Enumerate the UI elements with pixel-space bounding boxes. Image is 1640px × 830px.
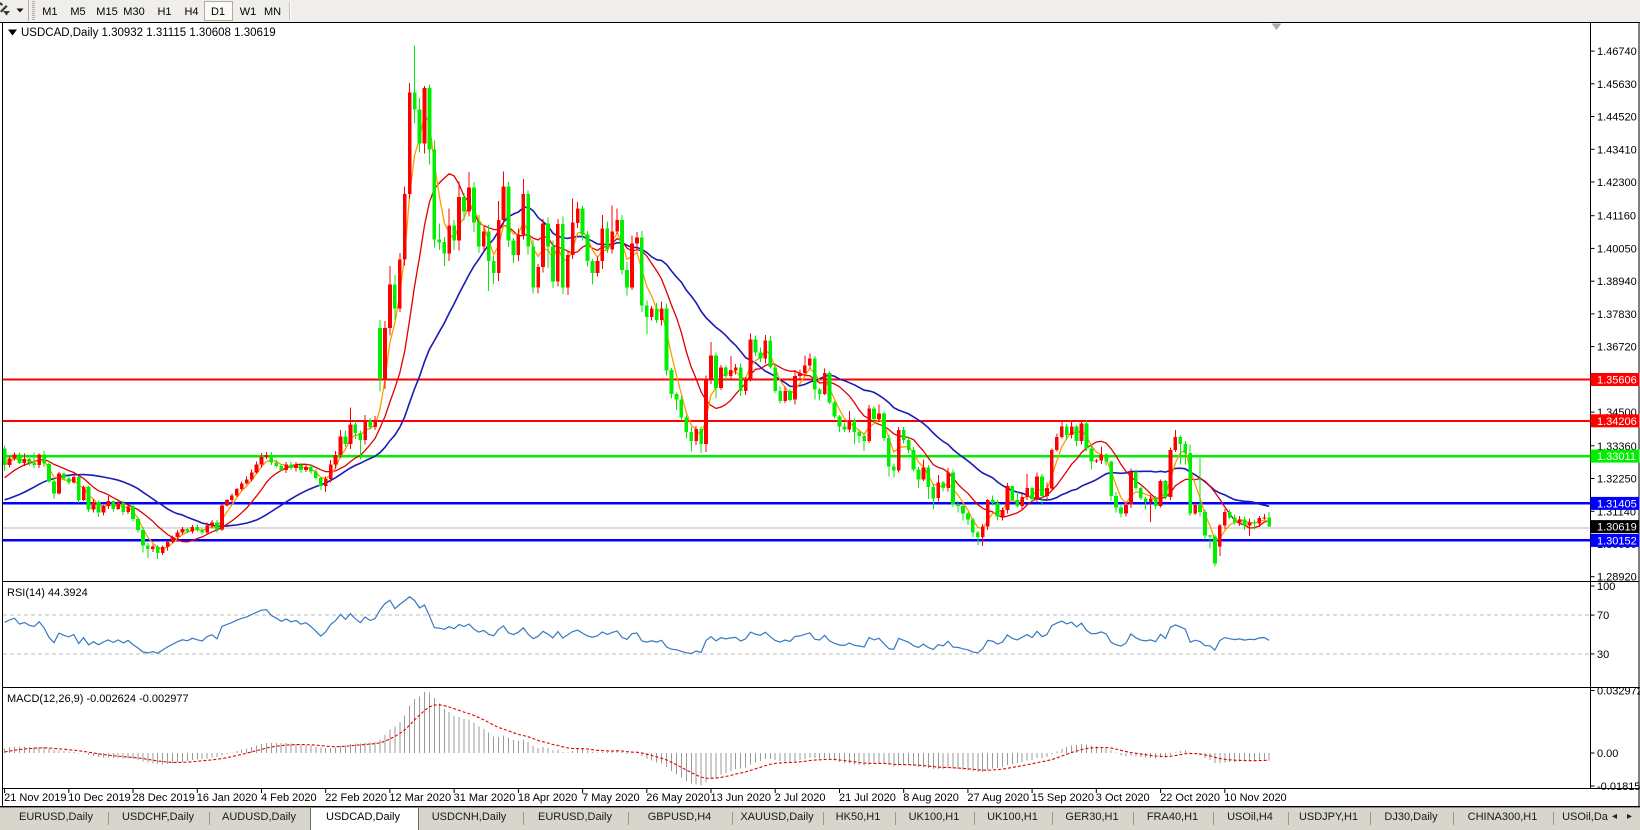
svg-text:10 Nov 2020: 10 Nov 2020 <box>1224 792 1286 804</box>
svg-text:H1: H1 <box>157 6 171 18</box>
svg-text:100: 100 <box>1597 581 1615 593</box>
svg-text:1.32250: 1.32250 <box>1597 474 1637 486</box>
svg-text:4 Feb 2020: 4 Feb 2020 <box>261 792 317 804</box>
svg-text:22 Feb 2020: 22 Feb 2020 <box>325 792 387 804</box>
svg-text:0.032972: 0.032972 <box>1597 686 1640 698</box>
svg-text:1.41160: 1.41160 <box>1597 211 1636 223</box>
svg-text:8 Aug 2020: 8 Aug 2020 <box>903 792 959 804</box>
svg-text:1.33011: 1.33011 <box>1597 451 1636 463</box>
svg-text:1.30152: 1.30152 <box>1597 535 1637 547</box>
svg-text:22 Oct 2020: 22 Oct 2020 <box>1160 792 1220 804</box>
svg-text:1.34206: 1.34206 <box>1597 416 1637 428</box>
svg-text:1.28920: 1.28920 <box>1597 572 1637 584</box>
svg-text:H4: H4 <box>184 6 198 18</box>
svg-text:1.43410: 1.43410 <box>1597 144 1637 156</box>
svg-text:W1: W1 <box>240 6 257 18</box>
svg-text:70: 70 <box>1597 610 1609 622</box>
svg-text:28 Dec 2019: 28 Dec 2019 <box>133 792 195 804</box>
svg-text:MN: MN <box>264 6 281 18</box>
svg-text:USDCAD,Daily 1.30932 1.31115: USDCAD,Daily 1.30932 1.31115 1.30608 1.3… <box>21 27 276 39</box>
svg-text:7 May 2020: 7 May 2020 <box>582 792 639 804</box>
svg-text:21 Nov 2019: 21 Nov 2019 <box>4 792 66 804</box>
svg-text:MACD(12,26,9) -0.002624 -0.002: MACD(12,26,9) -0.002624 -0.002977 <box>7 693 189 705</box>
svg-text:1.37830: 1.37830 <box>1597 309 1637 321</box>
svg-text:D1: D1 <box>211 6 225 18</box>
svg-text:RSI(14) 44.3924: RSI(14) 44.3924 <box>7 587 88 599</box>
svg-text:3 Oct 2020: 3 Oct 2020 <box>1096 792 1150 804</box>
svg-text:M5: M5 <box>70 6 85 18</box>
svg-text:1.30619: 1.30619 <box>1597 522 1637 534</box>
svg-text:1.36720: 1.36720 <box>1597 342 1637 354</box>
svg-text:16 Jan 2020: 16 Jan 2020 <box>197 792 258 804</box>
svg-text:2 Jul 2020: 2 Jul 2020 <box>775 792 826 804</box>
svg-text:21 Jul 2020: 21 Jul 2020 <box>839 792 896 804</box>
svg-text:M15: M15 <box>96 6 117 18</box>
svg-text:18 Apr 2020: 18 Apr 2020 <box>518 792 577 804</box>
svg-text:1.35606: 1.35606 <box>1597 375 1637 387</box>
svg-text:13 Jun 2020: 13 Jun 2020 <box>711 792 772 804</box>
svg-text:1.42300: 1.42300 <box>1597 177 1637 189</box>
svg-text:1.46740: 1.46740 <box>1597 46 1637 58</box>
svg-text:31 Mar 2020: 31 Mar 2020 <box>454 792 516 804</box>
svg-text:-0.018154: -0.018154 <box>1597 781 1640 793</box>
svg-text:1.38940: 1.38940 <box>1597 276 1637 288</box>
svg-text:1.31405: 1.31405 <box>1597 498 1637 510</box>
svg-text:15 Sep 2020: 15 Sep 2020 <box>1032 792 1094 804</box>
svg-text:27 Aug 2020: 27 Aug 2020 <box>967 792 1029 804</box>
svg-text:1.40050: 1.40050 <box>1597 243 1637 255</box>
svg-text:1.45630: 1.45630 <box>1597 79 1637 91</box>
svg-text:0.00: 0.00 <box>1597 748 1618 760</box>
svg-text:1.44520: 1.44520 <box>1597 112 1637 124</box>
svg-text:26 May 2020: 26 May 2020 <box>646 792 710 804</box>
svg-text:M30: M30 <box>123 6 144 18</box>
svg-text:12 Mar 2020: 12 Mar 2020 <box>389 792 451 804</box>
svg-text:M1: M1 <box>42 6 57 18</box>
svg-text:30: 30 <box>1597 649 1609 661</box>
svg-text:10 Dec 2019: 10 Dec 2019 <box>68 792 130 804</box>
